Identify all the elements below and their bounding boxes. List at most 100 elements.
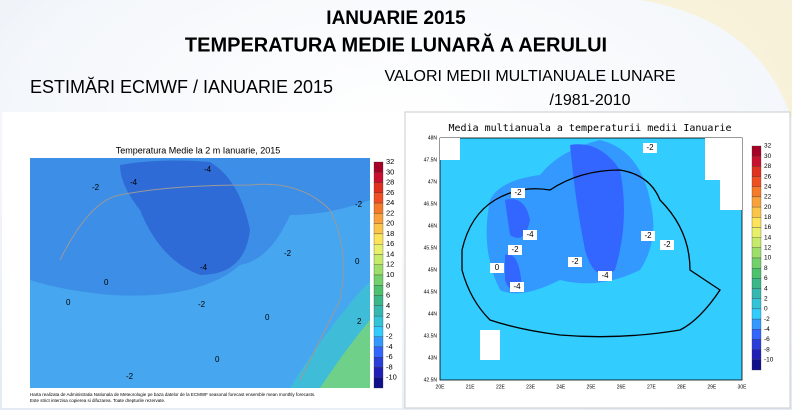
- lat-label: 44.5N: [424, 289, 438, 295]
- contour-label: -2: [663, 240, 671, 249]
- lon-label: 21E: [466, 384, 476, 390]
- colorbar-label: 32: [386, 157, 394, 166]
- contour-label: -2: [355, 200, 363, 209]
- colorbar-label: -4: [764, 326, 770, 333]
- decor: [640, 0, 792, 120]
- contour-label: 2: [357, 317, 362, 326]
- colorbar-label: -8: [764, 346, 770, 353]
- lon-label: 27E: [647, 384, 657, 390]
- lon-label: 28E: [677, 384, 687, 390]
- no-data: [705, 138, 742, 210]
- colorbar-label: 10: [386, 270, 394, 279]
- contour-label: 0: [355, 257, 360, 266]
- contour-label: -4: [130, 178, 138, 187]
- colorbar-cell: [373, 192, 384, 204]
- colorbar-cell: [751, 156, 762, 167]
- contour-label: 0: [495, 263, 500, 272]
- contour-area: [505, 144, 624, 292]
- colorbar-label: 16: [764, 224, 772, 231]
- colorbar-cell: [751, 206, 762, 218]
- contour-label: -4: [601, 271, 609, 280]
- colorbar-cell: [373, 346, 384, 358]
- colorbar-cell: [751, 166, 762, 177]
- colorbar-label: 2: [386, 311, 390, 320]
- colorbar-cell: [751, 298, 762, 310]
- colorbar-label: 26: [764, 173, 772, 180]
- colorbar-label: 18: [386, 229, 394, 238]
- colorbar-label: 22: [764, 194, 772, 201]
- colorbar-cell: [373, 274, 384, 286]
- colorbar-label: 4: [386, 301, 390, 310]
- contour-label: -4: [513, 282, 521, 291]
- colorbar-cell: [751, 257, 762, 269]
- lon-label: 25E: [587, 384, 597, 390]
- contour-labels: -2 -2 -4 -2 -4 0 -2 -4 -2 -2: [490, 143, 674, 292]
- colorbar-label: 8: [764, 265, 768, 272]
- colorbar-label: 28: [764, 163, 772, 170]
- contour-label: -2: [284, 249, 292, 258]
- lon-label: 30E: [738, 384, 748, 390]
- right-heading: /1981-2010: [550, 92, 631, 109]
- lat-label: 47.5N: [424, 157, 438, 163]
- colorbar-label: 2: [764, 295, 768, 302]
- label-box: [643, 143, 657, 153]
- colorbar-cell: [751, 268, 762, 279]
- colorbar-label: -2: [386, 332, 393, 341]
- colorbar-label: 6: [764, 275, 768, 282]
- lon-label: 20E: [436, 384, 446, 390]
- colorbar-label: 0: [386, 321, 390, 330]
- colorbar-label: 6: [386, 291, 390, 300]
- contour-label: -2: [198, 300, 206, 309]
- title-line1: IANUARIE 2015: [326, 8, 466, 29]
- colorbar-cell: [751, 217, 762, 228]
- label-box: [511, 188, 525, 198]
- contour-label: -2: [511, 245, 519, 254]
- colorbar-label: 22: [386, 208, 394, 217]
- colorbar-label: -6: [386, 352, 393, 361]
- colorbar-cell: [751, 359, 762, 371]
- colorbar-label: 18: [764, 214, 772, 221]
- right-heading: VALORI MEDII MULTIANUALE LUNARE: [384, 68, 675, 85]
- lat-label: 47N: [428, 179, 438, 185]
- colorbar-cell: [751, 278, 762, 289]
- lat-label: 46N: [428, 223, 438, 229]
- colorbar-label: 14: [764, 234, 772, 241]
- colorbar-label: 24: [764, 183, 772, 190]
- colorbar-cell: [373, 233, 384, 245]
- border: [59, 183, 344, 381]
- label-box: [490, 263, 504, 273]
- lon-label: 26E: [617, 384, 627, 390]
- colorbar-label: 10: [764, 255, 772, 262]
- contour-label: -4: [200, 263, 208, 272]
- colorbar-label: 8: [386, 280, 390, 289]
- colorbar-cell: [373, 295, 384, 306]
- colorbar-cell: [373, 357, 384, 368]
- colorbar-cell: [751, 288, 762, 299]
- colorbar-cell: [373, 264, 384, 276]
- contour-label: 0: [66, 298, 71, 307]
- label-box: [568, 257, 582, 267]
- lat-label: 48N: [428, 135, 438, 141]
- contour-label: -2: [126, 372, 134, 381]
- colorbar-label: 26: [386, 188, 394, 197]
- lat-label: 45N: [428, 267, 438, 273]
- colorbar-label: 32: [764, 143, 772, 150]
- lon-label: 24E: [556, 384, 566, 390]
- lon-label: 29E: [707, 384, 717, 390]
- colorbar-label: 12: [386, 260, 394, 269]
- title-line2: TEMPERATURA MEDIE LUNARĂ A AERULUI: [185, 33, 607, 56]
- lat-label: 45.5N: [424, 245, 438, 251]
- contour-labels: -2 -4 -4 -2 -4 -2 0 0 0 -2 0 0 -2 2: [66, 165, 363, 381]
- left-heading: ESTIMĂRI ECMWF / IANUARIE 2015: [30, 77, 333, 97]
- colorbar-cell: [373, 336, 384, 348]
- colorbar-label: -4: [386, 342, 393, 351]
- colorbar-cell: [373, 377, 384, 389]
- label-box: [510, 282, 524, 292]
- colorbar-label: -2: [764, 316, 770, 323]
- colorbar-cell: [751, 227, 762, 238]
- colorbar-cell: [751, 349, 762, 360]
- lat-label: 43.5N: [424, 333, 438, 339]
- colorbar-label: 4: [764, 285, 768, 292]
- colorbar-cell: [373, 326, 384, 337]
